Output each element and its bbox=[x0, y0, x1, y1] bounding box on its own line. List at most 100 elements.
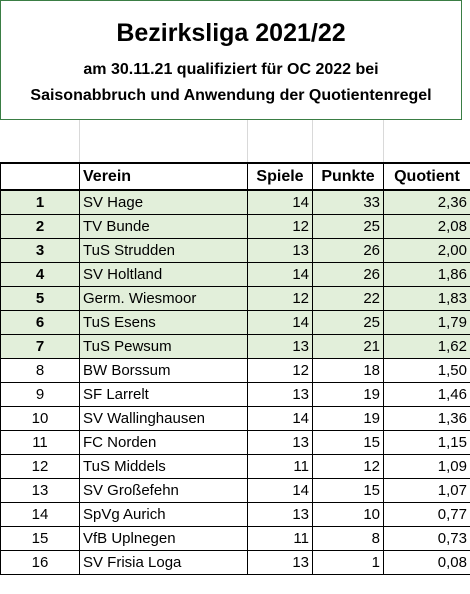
rank-cell: 6 bbox=[0, 309, 80, 335]
rank-cell: 15 bbox=[0, 525, 80, 551]
games-cell: 11 bbox=[247, 525, 313, 551]
table-header-row: Verein Spiele Punkte Quotient bbox=[0, 162, 470, 191]
quotient-cell: 0,77 bbox=[383, 501, 470, 527]
points-header: Punkte bbox=[312, 162, 384, 191]
rank-cell: 16 bbox=[0, 549, 80, 575]
club-cell: TuS Strudden bbox=[79, 237, 248, 263]
club-cell: SV Frisia Loga bbox=[79, 549, 248, 575]
rank-cell: 10 bbox=[0, 405, 80, 431]
rank-cell: 3 bbox=[0, 237, 80, 263]
points-cell: 25 bbox=[312, 309, 384, 335]
empty-spreadsheet-rows bbox=[0, 120, 470, 162]
rank-cell: 5 bbox=[0, 285, 80, 311]
table-row: 12 TuS Middels 11 12 1,09 bbox=[0, 453, 470, 479]
points-cell: 22 bbox=[312, 285, 384, 311]
rank-header bbox=[0, 162, 80, 191]
table-row: 7 TuS Pewsum 13 21 1,62 bbox=[0, 333, 470, 359]
club-cell: SV Wallinghausen bbox=[79, 405, 248, 431]
rank-cell: 1 bbox=[0, 189, 80, 215]
games-cell: 14 bbox=[247, 309, 313, 335]
games-cell: 12 bbox=[247, 213, 313, 239]
club-cell: SV Holtland bbox=[79, 261, 248, 287]
games-cell: 13 bbox=[247, 549, 313, 575]
points-cell: 18 bbox=[312, 357, 384, 383]
table-row: 10 SV Wallinghausen 14 19 1,36 bbox=[0, 405, 470, 431]
points-cell: 15 bbox=[312, 429, 384, 455]
games-cell: 14 bbox=[247, 261, 313, 287]
table-row: 13 SV Großefehn 14 15 1,07 bbox=[0, 477, 470, 503]
quotient-cell: 1,50 bbox=[383, 357, 470, 383]
quotient-cell: 1,36 bbox=[383, 405, 470, 431]
games-header: Spiele bbox=[247, 162, 313, 191]
games-cell: 14 bbox=[247, 405, 313, 431]
table-row: 15 VfB Uplnegen 11 8 0,73 bbox=[0, 525, 470, 551]
rank-cell: 12 bbox=[0, 453, 80, 479]
club-cell: TuS Middels bbox=[79, 453, 248, 479]
games-cell: 11 bbox=[247, 453, 313, 479]
rank-cell: 7 bbox=[0, 333, 80, 359]
club-cell: TuS Pewsum bbox=[79, 333, 248, 359]
rank-cell: 11 bbox=[0, 429, 80, 455]
title-box: Bezirksliga 2021/22 am 30.11.21 qualifiz… bbox=[0, 0, 462, 120]
points-cell: 26 bbox=[312, 237, 384, 263]
club-cell: SV Großefehn bbox=[79, 477, 248, 503]
quotient-header: Quotient bbox=[383, 162, 470, 191]
games-cell: 14 bbox=[247, 477, 313, 503]
points-cell: 12 bbox=[312, 453, 384, 479]
quotient-cell: 1,86 bbox=[383, 261, 470, 287]
club-cell: Germ. Wiesmoor bbox=[79, 285, 248, 311]
standings-table: Verein Spiele Punkte Quotient 1 SV Hage 14… bbox=[0, 162, 470, 575]
club-cell: VfB Uplnegen bbox=[79, 525, 248, 551]
table-row: 1 SV Hage 14 33 2,36 bbox=[0, 189, 470, 215]
rank-cell: 13 bbox=[0, 477, 80, 503]
club-cell: SpVg Aurich bbox=[79, 501, 248, 527]
quotient-cell: 1,09 bbox=[383, 453, 470, 479]
page-title: Bezirksliga 2021/22 bbox=[116, 19, 346, 47]
table-row: 11 FC Norden 13 15 1,15 bbox=[0, 429, 470, 455]
club-header: Verein bbox=[79, 162, 248, 191]
games-cell: 13 bbox=[247, 381, 313, 407]
points-cell: 10 bbox=[312, 501, 384, 527]
games-cell: 12 bbox=[247, 357, 313, 383]
points-cell: 15 bbox=[312, 477, 384, 503]
rank-cell: 8 bbox=[0, 357, 80, 383]
club-cell: TuS Esens bbox=[79, 309, 248, 335]
subtitle-line-2: Saisonabbruch und Anwendung der Quotient… bbox=[30, 87, 432, 104]
points-cell: 19 bbox=[312, 405, 384, 431]
games-cell: 12 bbox=[247, 285, 313, 311]
club-cell: TV Bunde bbox=[79, 213, 248, 239]
club-cell: FC Norden bbox=[79, 429, 248, 455]
games-cell: 13 bbox=[247, 501, 313, 527]
points-cell: 8 bbox=[312, 525, 384, 551]
club-cell: SF Larrelt bbox=[79, 381, 248, 407]
table-row: 4 SV Holtland 14 26 1,86 bbox=[0, 261, 470, 287]
points-cell: 1 bbox=[312, 549, 384, 575]
rank-cell: 9 bbox=[0, 381, 80, 407]
quotient-cell: 1,79 bbox=[383, 309, 470, 335]
quotient-cell: 0,73 bbox=[383, 525, 470, 551]
table-row: 14 SpVg Aurich 13 10 0,77 bbox=[0, 501, 470, 527]
points-cell: 25 bbox=[312, 213, 384, 239]
table-row: 2 TV Bunde 12 25 2,08 bbox=[0, 213, 470, 239]
quotient-cell: 2,00 bbox=[383, 237, 470, 263]
table-row: 9 SF Larrelt 13 19 1,46 bbox=[0, 381, 470, 407]
quotient-cell: 1,46 bbox=[383, 381, 470, 407]
table-row: 5 Germ. Wiesmoor 12 22 1,83 bbox=[0, 285, 470, 311]
quotient-cell: 1,07 bbox=[383, 477, 470, 503]
club-cell: SV Hage bbox=[79, 189, 248, 215]
quotient-cell: 2,36 bbox=[383, 189, 470, 215]
games-cell: 13 bbox=[247, 333, 313, 359]
rank-cell: 14 bbox=[0, 501, 80, 527]
quotient-cell: 0,08 bbox=[383, 549, 470, 575]
table-row: 6 TuS Esens 14 25 1,79 bbox=[0, 309, 470, 335]
points-cell: 21 bbox=[312, 333, 384, 359]
quotient-cell: 1,15 bbox=[383, 429, 470, 455]
subtitle-line-1: am 30.11.21 qualifiziert für OC 2022 bei bbox=[83, 61, 379, 78]
rank-cell: 4 bbox=[0, 261, 80, 287]
points-cell: 33 bbox=[312, 189, 384, 215]
points-cell: 26 bbox=[312, 261, 384, 287]
club-cell: BW Borssum bbox=[79, 357, 248, 383]
table-row: 3 TuS Strudden 13 26 2,00 bbox=[0, 237, 470, 263]
quotient-cell: 2,08 bbox=[383, 213, 470, 239]
games-cell: 14 bbox=[247, 189, 313, 215]
